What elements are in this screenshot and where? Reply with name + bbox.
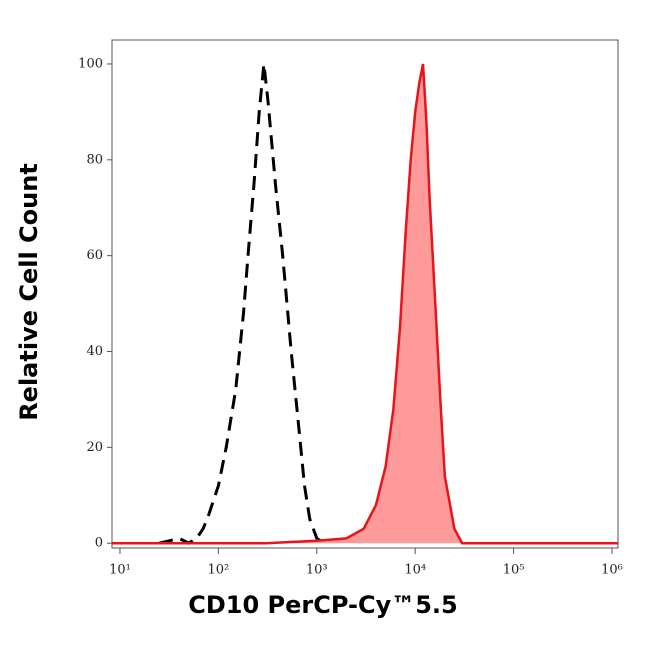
- x-tick-label: 10⁴: [404, 563, 426, 578]
- x-tick-label: 10⁵: [503, 563, 525, 578]
- y-tick-label: 20: [86, 440, 103, 455]
- plot-frame: [111, 39, 619, 549]
- y-tick-label: 60: [86, 248, 103, 263]
- x-tick-label: 10²: [207, 563, 229, 578]
- histogram-fill: [112, 64, 618, 544]
- y-tick-label: 40: [86, 344, 103, 359]
- histogram-line: [158, 63, 326, 545]
- x-tick-label: 10⁶: [601, 563, 623, 578]
- x-axis-label: CD10 PerCP-Cy™5.5: [188, 591, 458, 619]
- histogram-line: [112, 63, 618, 545]
- y-tick-label: 80: [86, 152, 103, 167]
- y-axis-label: Relative Cell Count: [15, 163, 43, 421]
- y-tick-label: 100: [78, 56, 103, 71]
- x-tick-label: 10³: [306, 563, 328, 578]
- y-tick-label: 0: [95, 536, 103, 551]
- x-tick-label: 10¹: [109, 563, 131, 578]
